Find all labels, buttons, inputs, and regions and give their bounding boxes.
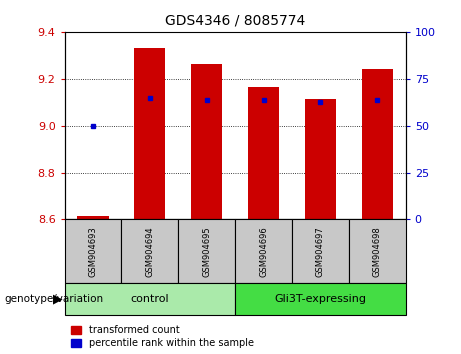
Bar <box>191 63 222 219</box>
Text: ▶: ▶ <box>53 293 63 306</box>
Bar <box>178 219 235 283</box>
Bar <box>65 283 235 315</box>
Bar <box>235 283 406 315</box>
Bar <box>305 99 336 219</box>
Bar <box>121 219 178 283</box>
Text: GSM904693: GSM904693 <box>89 226 97 277</box>
Bar <box>349 219 406 283</box>
Text: genotype/variation: genotype/variation <box>5 294 104 304</box>
Text: GSM904695: GSM904695 <box>202 226 211 277</box>
Text: GSM904696: GSM904696 <box>259 226 268 277</box>
Text: GSM904697: GSM904697 <box>316 226 325 277</box>
Bar <box>361 69 393 219</box>
Bar <box>65 219 121 283</box>
Bar <box>292 219 349 283</box>
Title: GDS4346 / 8085774: GDS4346 / 8085774 <box>165 14 305 28</box>
Bar <box>235 219 292 283</box>
Bar <box>248 87 279 219</box>
Text: GSM904694: GSM904694 <box>145 226 154 277</box>
Text: GSM904698: GSM904698 <box>373 226 382 277</box>
Text: Gli3T-expressing: Gli3T-expressing <box>274 294 366 304</box>
Bar <box>77 216 109 219</box>
Bar <box>134 48 165 219</box>
Legend: transformed count, percentile rank within the sample: transformed count, percentile rank withi… <box>70 324 256 350</box>
Text: control: control <box>130 294 169 304</box>
